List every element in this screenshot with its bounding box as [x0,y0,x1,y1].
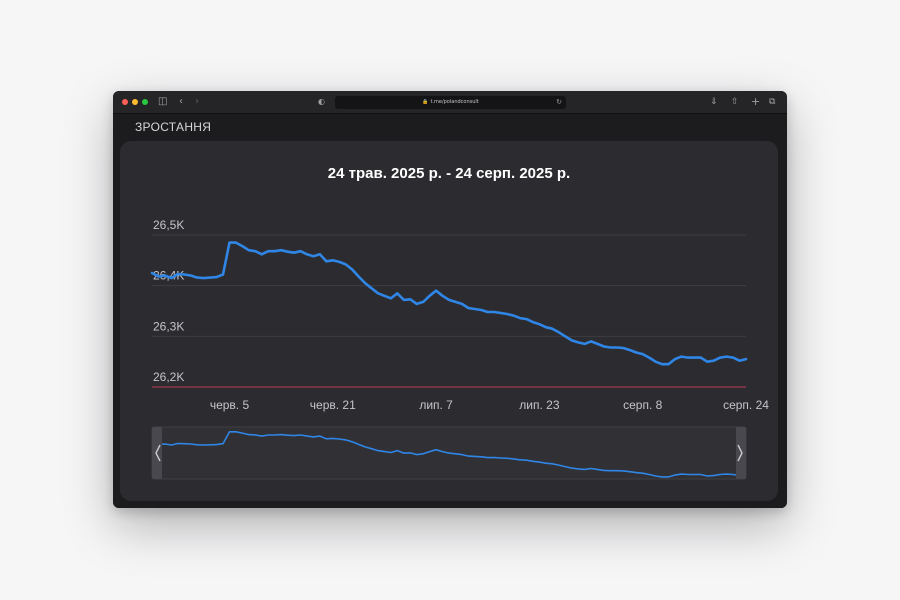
tabs-icon[interactable]: ⧉ [769,97,776,107]
reload-icon[interactable]: ↻ [556,98,562,106]
growth-line-series [150,241,748,366]
share-icon[interactable]: ⇧ [731,97,739,107]
y-tick-label: 26,5K [153,218,184,232]
close-window-button[interactable] [122,99,128,105]
browser-window: ◫ ‹ › ◐ 🔒 t.me/polandconsult ↻ ⇓ ⇧ + ⧉ ЗР… [113,91,787,508]
navigator-left-handle[interactable] [152,427,162,479]
x-tick-label: серп. 24 [723,398,769,412]
zoom-window-button[interactable] [142,99,148,105]
y-tick-label: 26,3K [153,319,184,333]
x-tick-label: серп. 8 [623,398,663,412]
chevron-right-icon [737,444,743,462]
browser-toolbar: ◫ ‹ › ◐ 🔒 t.me/polandconsult ↻ ⇓ ⇧ + ⧉ [113,91,787,114]
sidebar-icon[interactable]: ◫ [158,96,168,107]
date-range-title: 24 трав. 2025 р. - 24 серп. 2025 р. [327,165,571,182]
navigator-line-series [151,430,747,478]
chevron-left-icon [155,444,161,462]
back-icon[interactable]: ‹ [179,96,183,107]
address-bar[interactable]: 🔒 t.me/polandconsult ↻ [335,96,566,109]
new-tab-icon[interactable]: + [751,95,761,108]
x-tick-label: черв. 5 [210,398,250,412]
page-content: ЗРОСТАННЯ 24 трав. 2025 р. - 24 серп. 20… [113,114,787,508]
forward-icon[interactable]: › [195,96,199,107]
shield-icon[interactable]: ◐ [318,97,325,106]
navigator-right-handle[interactable] [736,427,746,479]
x-tick-label: черв. 21 [310,398,356,412]
lock-icon: 🔒 [422,99,429,105]
download-icon[interactable]: ⇓ [710,97,718,107]
minimize-window-button[interactable] [132,99,138,105]
section-title: ЗРОСТАННЯ [135,120,212,134]
growth-chart-card: 24 трав. 2025 р. - 24 серп. 2025 р. 26,2… [120,141,778,501]
x-tick-label: лип. 7 [419,398,453,412]
y-tick-label: 26,2K [153,370,184,384]
url-text: t.me/polandconsult [430,99,479,105]
x-tick-label: лип. 23 [519,398,560,412]
